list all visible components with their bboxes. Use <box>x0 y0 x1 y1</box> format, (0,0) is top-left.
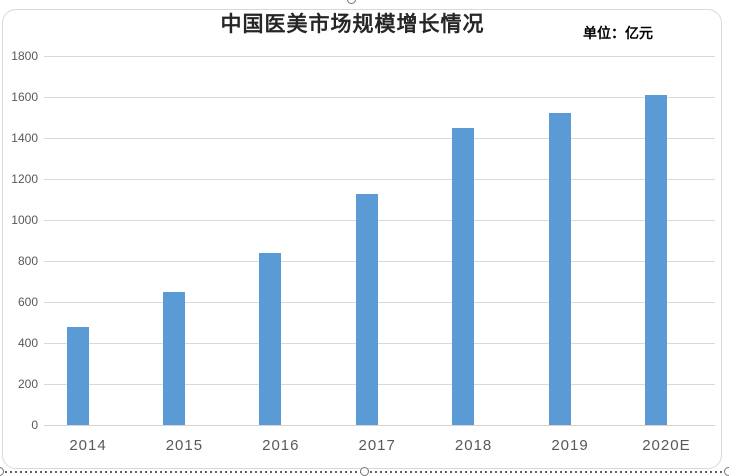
selection-handle-bottom-center[interactable] <box>360 467 369 476</box>
y-tick-label-1200: 1200 <box>11 172 38 186</box>
y-tick-label-400: 400 <box>17 336 38 350</box>
gridline-1000 <box>44 220 715 221</box>
x-tick-label-2015: 2015 <box>165 437 204 454</box>
gridline-600 <box>44 302 715 303</box>
y-tick-label-800: 800 <box>17 254 38 268</box>
bar-2019[interactable] <box>548 113 571 425</box>
gridline-400 <box>44 343 715 344</box>
y-tick-label-600: 600 <box>17 295 38 309</box>
x-tick-label-2014: 2014 <box>69 437 107 454</box>
x-tick-label-2018: 2018 <box>454 437 493 454</box>
selection-handle-top-center[interactable] <box>347 0 356 4</box>
bar-2014[interactable] <box>66 326 89 425</box>
plot-area <box>44 56 715 426</box>
y-tick-label-1000: 1000 <box>11 213 38 227</box>
gridline-800 <box>44 261 715 262</box>
gridline-1400 <box>44 138 715 139</box>
gridline-1200 <box>44 179 715 180</box>
y-tick-label-1800: 1800 <box>11 49 38 63</box>
bar-2017[interactable] <box>355 194 378 425</box>
x-tick-label-2020E: 2020E <box>642 437 691 454</box>
x-axis-labels: 2014 2015 2016 2017 2018 2019 2020E <box>0 437 729 455</box>
x-tick-label-2019: 2019 <box>551 437 589 454</box>
unit-label: 单位：亿元 <box>583 25 653 41</box>
y-tick-label-200: 200 <box>17 377 38 391</box>
bar-2018[interactable] <box>452 128 475 425</box>
y-tick-label-1400: 1400 <box>11 131 38 145</box>
y-tick-label-1600: 1600 <box>11 90 38 104</box>
gridline-200 <box>44 384 715 385</box>
gridline-1800 <box>44 56 715 57</box>
chart-title: 中国医美市场规模增长情况 <box>220 13 485 36</box>
y-axis-labels: 0 200 400 600 800 1000 1200 1400 1600 1800 <box>0 49 38 432</box>
x-tick-label-2016: 2016 <box>262 437 300 454</box>
x-tick-label-2017: 2017 <box>358 437 396 454</box>
y-tick-label-0: 0 <box>31 418 38 432</box>
selection-handle-bottom-left[interactable] <box>0 467 4 476</box>
selection-handle-bottom-right[interactable] <box>724 467 729 476</box>
gridline-1600 <box>44 97 715 98</box>
bar-2015[interactable] <box>162 292 185 425</box>
bar-2020E[interactable] <box>644 94 667 425</box>
bar-2016[interactable] <box>259 252 282 425</box>
